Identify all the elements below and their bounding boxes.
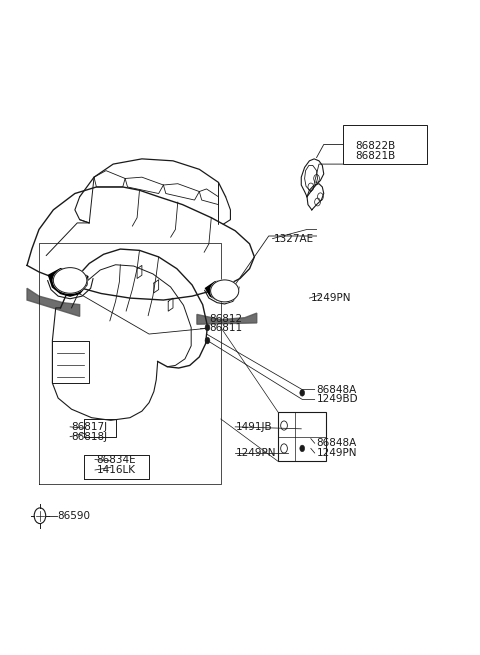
Text: 1416LK: 1416LK (96, 465, 135, 475)
Text: 86590: 86590 (57, 511, 90, 521)
Polygon shape (48, 269, 88, 296)
Text: 86822B: 86822B (355, 141, 395, 151)
Text: 1491JB: 1491JB (236, 422, 273, 432)
Text: 86811: 86811 (209, 323, 242, 333)
Text: 86821B: 86821B (355, 151, 395, 162)
Polygon shape (205, 280, 236, 301)
Bar (278, 413, 326, 462)
Polygon shape (27, 288, 80, 316)
Circle shape (205, 324, 210, 331)
Circle shape (205, 337, 210, 344)
Bar (343, 125, 427, 164)
Circle shape (300, 445, 305, 452)
Ellipse shape (53, 268, 87, 293)
Text: 1249PN: 1249PN (236, 448, 276, 458)
Text: 86834E: 86834E (96, 455, 136, 464)
Text: 1249BD: 1249BD (317, 394, 358, 404)
Text: 86848A: 86848A (317, 384, 357, 394)
Circle shape (300, 390, 305, 396)
Text: 1249PN: 1249PN (311, 293, 351, 303)
Ellipse shape (211, 280, 239, 302)
Text: 86812: 86812 (209, 314, 242, 324)
Text: 1249PN: 1249PN (317, 448, 357, 458)
Text: 86848A: 86848A (317, 438, 357, 448)
Text: 86817J: 86817J (72, 422, 108, 432)
Text: 1327AE: 1327AE (274, 234, 313, 244)
Polygon shape (197, 313, 257, 324)
Text: 86818J: 86818J (72, 432, 108, 441)
